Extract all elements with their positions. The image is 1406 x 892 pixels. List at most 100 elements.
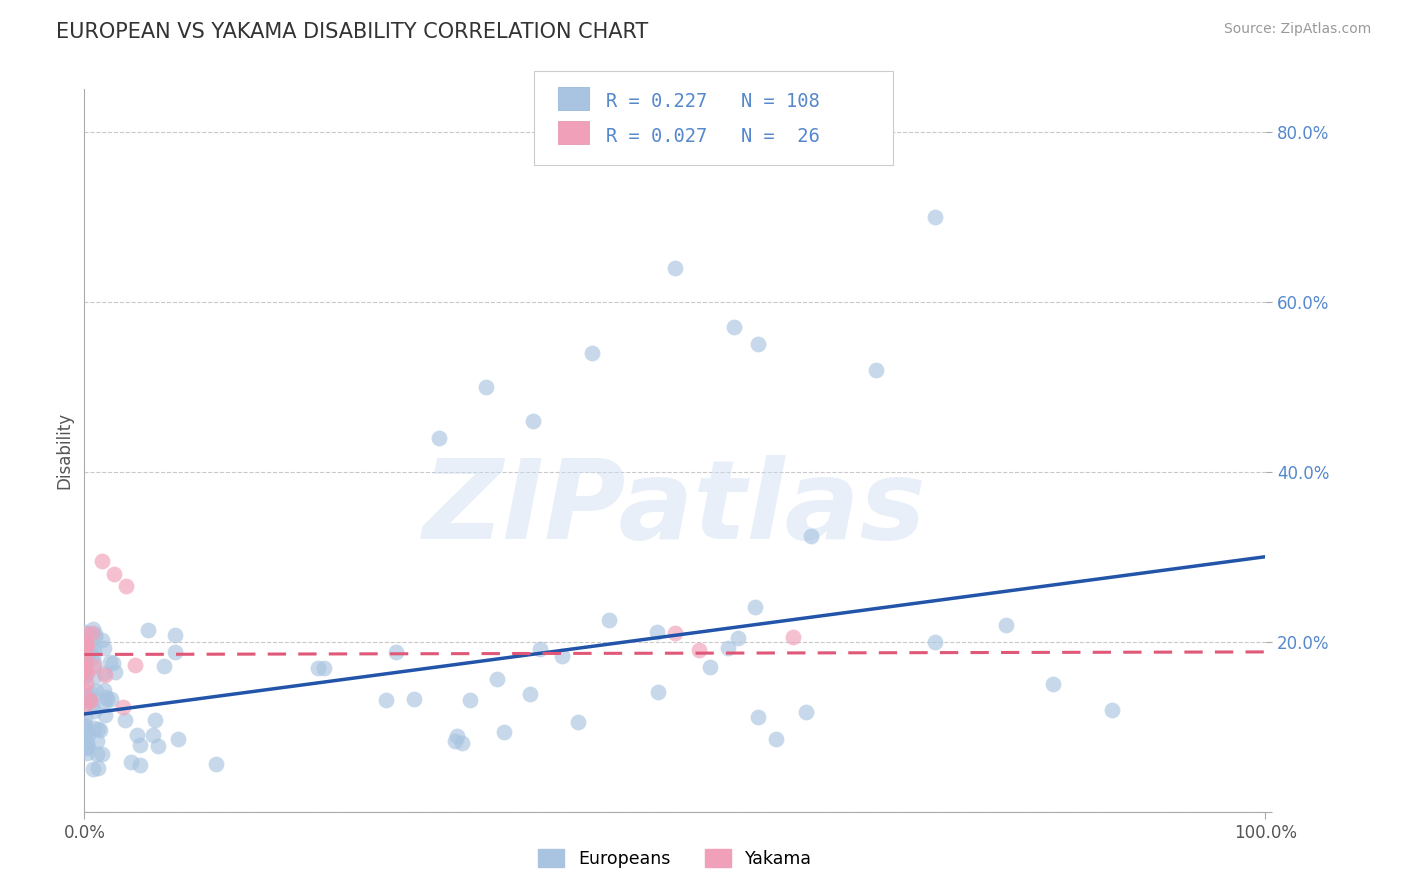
Point (307, 661, 329, 675)
Point (73, 661, 96, 675)
Point (76, 739, 98, 754)
Point (598, 613, 620, 627)
Point (782, 631, 804, 645)
Point (104, 665, 127, 679)
Point (112, 700, 135, 714)
Point (73, 681, 96, 696)
Point (77, 694, 100, 708)
Point (75, 639, 97, 653)
Point (94, 668, 117, 682)
Point (529, 641, 551, 656)
Point (581, 345, 603, 359)
Point (475, 380, 498, 394)
Point (205, 756, 228, 771)
Point (76, 638, 98, 652)
Point (73, 641, 96, 656)
Point (86, 734, 108, 748)
Point (444, 734, 467, 748)
Point (73, 688, 96, 702)
Point (723, 320, 745, 334)
Point (73, 655, 96, 669)
Point (76, 736, 98, 750)
Point (73, 719, 96, 733)
Point (93, 666, 115, 681)
Point (664, 626, 686, 640)
Point (100, 692, 122, 706)
Point (73, 716, 96, 731)
Point (136, 623, 159, 637)
Point (82, 650, 104, 665)
Point (83, 659, 105, 673)
Point (75, 711, 97, 725)
Point (744, 599, 766, 614)
Point (75, 648, 97, 662)
Point (75, 741, 97, 756)
Point (143, 713, 166, 727)
Point (77, 645, 100, 659)
Point (717, 640, 740, 655)
Point (89, 723, 111, 737)
Point (645, 624, 668, 639)
Point (375, 692, 398, 706)
Point (79, 692, 101, 706)
Legend: Europeans, Yakama: Europeans, Yakama (538, 849, 811, 868)
Point (84, 627, 107, 641)
Point (567, 715, 589, 730)
Point (522, 414, 544, 428)
Point (84, 630, 107, 644)
Point (699, 660, 721, 674)
Point (73, 648, 96, 663)
Point (800, 529, 823, 543)
Point (83, 656, 105, 670)
Point (76, 666, 98, 681)
Point (73, 642, 96, 657)
Point (77, 690, 100, 704)
Point (93, 640, 115, 655)
Point (73, 722, 96, 736)
Point (79, 641, 101, 656)
Point (73, 700, 96, 714)
Point (79, 693, 101, 707)
Point (83, 721, 105, 735)
Point (384, 645, 406, 659)
Point (994, 617, 1017, 632)
Point (114, 713, 136, 727)
Point (114, 579, 136, 593)
Point (163, 628, 186, 642)
Point (82, 622, 104, 636)
Point (924, 634, 946, 648)
Point (80, 686, 103, 700)
Point (93, 683, 115, 698)
Point (747, 337, 769, 351)
Point (794, 705, 817, 719)
Text: Source: ZipAtlas.com: Source: ZipAtlas.com (1223, 22, 1371, 37)
Point (163, 645, 186, 659)
Point (765, 732, 787, 747)
Point (86, 761, 108, 775)
Point (91, 554, 114, 568)
Point (87, 723, 110, 737)
Point (73, 637, 96, 651)
Point (93, 696, 115, 710)
Point (924, 210, 946, 224)
Point (73, 663, 96, 677)
Point (124, 658, 146, 673)
Point (75, 669, 97, 683)
Point (103, 566, 125, 581)
Point (312, 661, 335, 675)
Point (167, 731, 190, 746)
Point (98, 655, 121, 669)
Point (402, 692, 425, 706)
Point (77, 693, 100, 707)
Point (485, 673, 508, 687)
Point (146, 739, 169, 753)
Point (127, 728, 149, 742)
Point (1101, 703, 1123, 717)
Point (73, 667, 96, 681)
Point (75, 694, 97, 708)
Point (82, 762, 104, 776)
Point (91, 633, 114, 648)
Point (1042, 677, 1064, 691)
Point (647, 685, 669, 699)
Point (450, 736, 472, 750)
